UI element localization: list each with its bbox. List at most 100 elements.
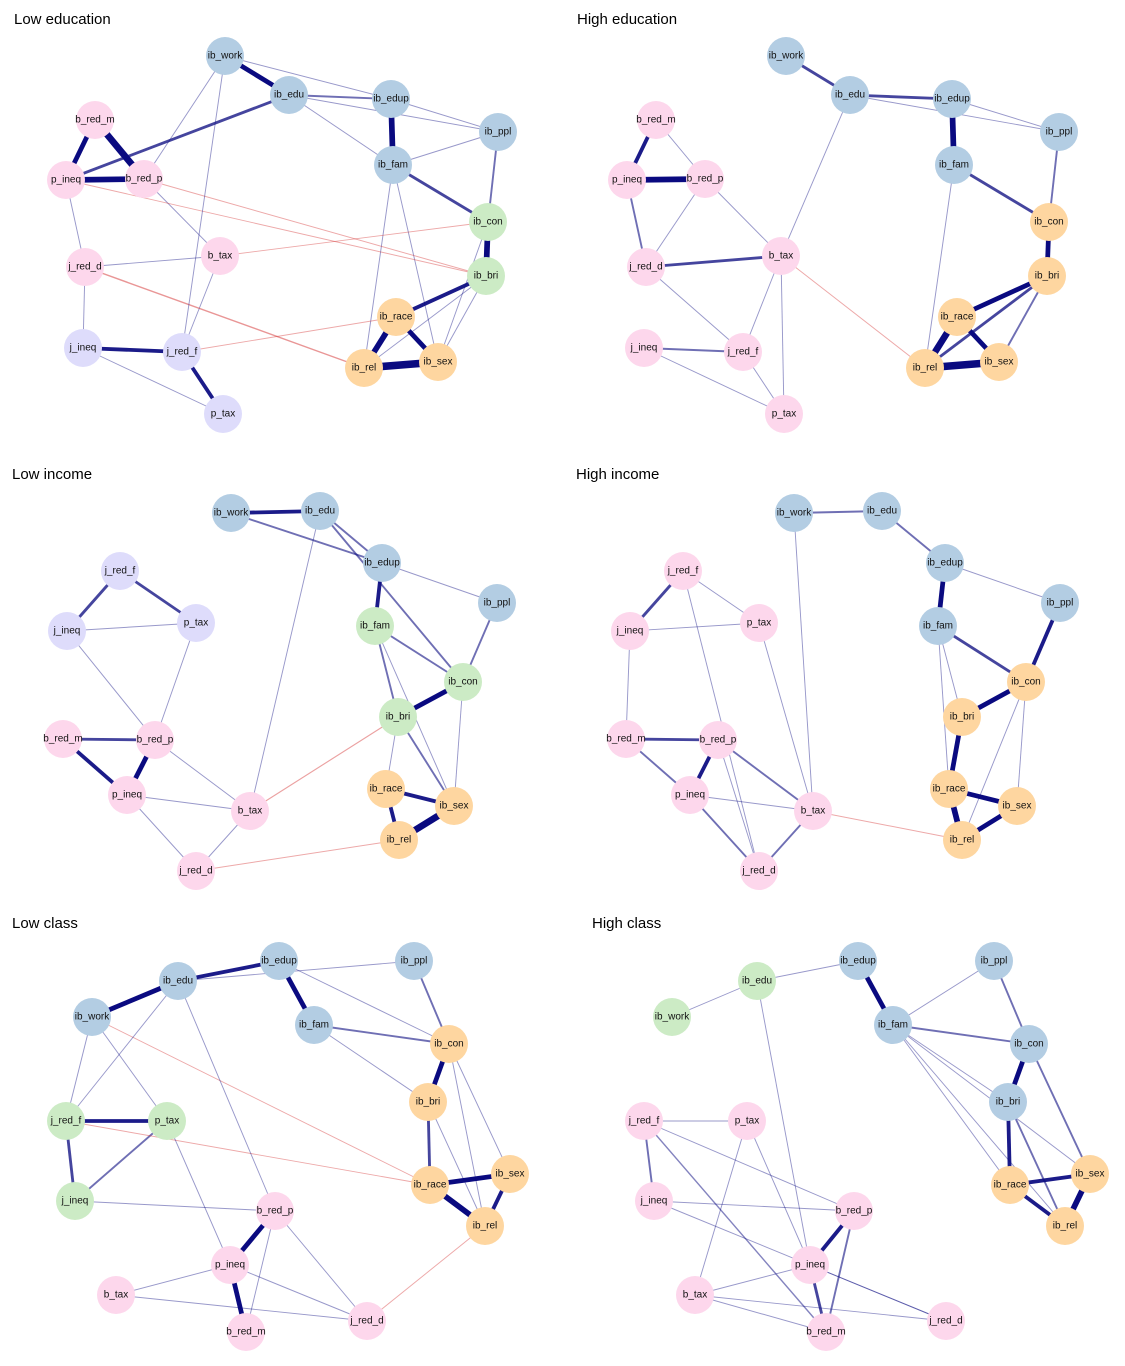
node-p-ineq: p_ineq	[211, 1246, 249, 1284]
edge-ib_fam-ib_race	[937, 625, 950, 790]
node-ib-race: ib_race	[930, 770, 968, 808]
node-circle	[998, 787, 1036, 825]
node-ib-race: ib_race	[377, 298, 415, 336]
node-label: p_ineq	[51, 175, 81, 186]
node-b-red-p: b_red_p	[136, 721, 174, 759]
node-circle	[1007, 663, 1045, 701]
node-circle	[831, 76, 869, 114]
node-label: p_ineq	[675, 790, 705, 801]
node-ib-edup: ib_edup	[363, 544, 401, 582]
edge-ib_con-ib_sex	[453, 681, 464, 807]
node-circle	[863, 492, 901, 530]
node-label: ib_bri	[950, 712, 974, 723]
node-label: ib_fam	[923, 621, 953, 632]
node-circle	[395, 942, 433, 980]
node-circle	[177, 604, 215, 642]
panel-title: High education	[577, 11, 677, 28]
node-circle	[740, 852, 778, 890]
edge-ib_con-ib_rel	[961, 681, 1027, 841]
node-j-red-d: j_red_d	[66, 248, 104, 286]
node-ib-sex: ib_sex	[435, 787, 473, 825]
node-label: b_red_m	[806, 1327, 845, 1338]
edge-ib_bri-ib_rel	[1007, 1101, 1066, 1227]
node-circle	[676, 1276, 714, 1314]
node-label: j_red_d	[741, 866, 775, 877]
node-p-ineq: p_ineq	[791, 1246, 829, 1284]
node-label: ib_work	[655, 1012, 690, 1023]
node-b-tax: b_tax	[97, 1276, 135, 1314]
node-circle	[260, 942, 298, 980]
node-ib-edu: ib_edu	[863, 492, 901, 530]
node-ib-fam: ib_fam	[356, 607, 394, 645]
node-circle	[943, 821, 981, 859]
node-label: b_red_p	[700, 735, 737, 746]
node-label: j_red_f	[104, 566, 136, 577]
edge-ib_edu-b_red_p	[177, 980, 276, 1212]
edge-p_ineq-j_red_d	[229, 1264, 368, 1322]
node-label: b_red_m	[226, 1327, 265, 1338]
node-circle	[231, 792, 269, 830]
node-label: p_ineq	[795, 1260, 825, 1271]
node-j-red-f: j_red_f	[163, 333, 201, 371]
edge-p_tax-p_ineq	[166, 1120, 231, 1266]
node-circle	[686, 160, 724, 198]
edge-p_tax-b_tax	[758, 622, 814, 812]
node-label: ib_bri	[1035, 271, 1059, 282]
node-label: j_red_f	[628, 1116, 660, 1127]
network-panel-low-class: Low class ib_edup ib_ppl ib_edu ib_work ib_fa…	[12, 915, 529, 1351]
node-ib-bri: ib_bri	[379, 698, 417, 736]
node-circle	[926, 544, 964, 582]
node-label: ib_ppl	[484, 598, 511, 609]
node-p-ineq: p_ineq	[671, 776, 709, 814]
node-ib-sex: ib_sex	[998, 787, 1036, 825]
node-circle	[411, 1166, 449, 1204]
edge-b_tax-ib_rel	[780, 255, 926, 369]
node-label: ib_con	[434, 1039, 463, 1050]
node-label: ib_work	[769, 51, 804, 62]
node-p-tax: p_tax	[148, 1102, 186, 1140]
edge-p_ineq-b_tax	[689, 794, 814, 812]
node-label: ib_rel	[387, 835, 411, 846]
node-j-red-d: j_red_d	[740, 852, 778, 890]
node-ib-fam: ib_fam	[874, 1006, 912, 1044]
node-ib-con: ib_con	[1010, 1025, 1048, 1063]
node-label: ib_edu	[274, 90, 304, 101]
edge-j_ineq-b_red_p	[653, 1200, 855, 1212]
node-label: ib_edu	[835, 90, 865, 101]
node-circle	[47, 161, 85, 199]
node-ib-bri: ib_bri	[943, 698, 981, 736]
node-circle	[47, 1102, 85, 1140]
node-ib-sex: ib_sex	[419, 343, 457, 381]
node-label: ib_sex	[496, 1169, 525, 1180]
node-b-tax: b_tax	[201, 237, 239, 275]
node-label: j_ineq	[69, 343, 97, 354]
node-label: ib_ppl	[1047, 598, 1074, 609]
node-ib-rel: ib_rel	[1046, 1207, 1084, 1245]
node-ib-race: ib_race	[991, 1166, 1029, 1204]
node-circle	[270, 76, 308, 114]
node-ib-con: ib_con	[444, 663, 482, 701]
edge-ib_edup-ib_ppl	[944, 562, 1061, 604]
node-label: j_ineq	[53, 626, 81, 637]
node-ib-rel: ib_rel	[345, 349, 383, 387]
node-circle	[73, 998, 111, 1036]
node-ib-work: ib_work	[73, 998, 111, 1036]
edge-p_ineq-ib_edu	[65, 93, 290, 182]
edge-ib_fam-ib_con	[892, 1024, 1030, 1045]
node-ib-con: ib_con	[1030, 203, 1068, 241]
node-ib-work: ib_work	[775, 494, 813, 532]
node-label: b_red_m	[606, 734, 645, 745]
node-ib-edu: ib_edu	[159, 962, 197, 1000]
node-label: ib_ppl	[401, 956, 428, 967]
edge-j_red_f-j_red_d	[682, 570, 760, 872]
node-j-red-d: j_red_d	[927, 1302, 965, 1340]
node-ib-ppl: ib_ppl	[478, 584, 516, 622]
node-circle	[664, 552, 702, 590]
node-label: j_red_f	[50, 1116, 82, 1127]
edge-ib_fam-ib_con	[313, 1024, 450, 1045]
node-circle	[206, 37, 244, 75]
node-p-ineq: p_ineq	[108, 776, 146, 814]
node-label: j_red_d	[628, 262, 662, 273]
node-ib-ppl: ib_ppl	[1041, 584, 1079, 622]
